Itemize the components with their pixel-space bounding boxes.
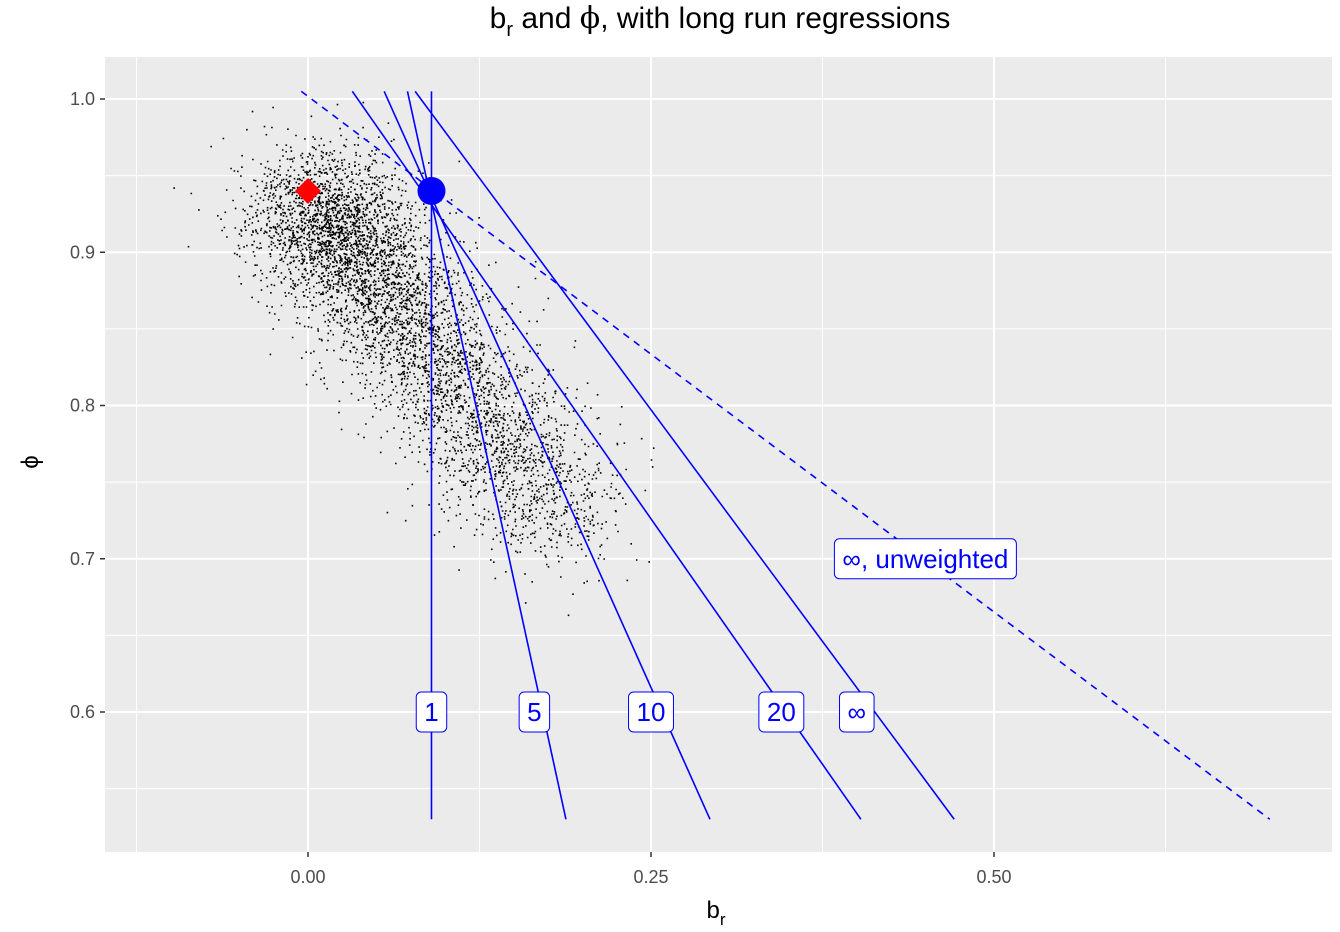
line-labels: 1 5 10 20 ∞ ∞, unweighted (415, 538, 1017, 733)
red-diamond-marker (295, 177, 321, 204)
line-label-box (518, 691, 551, 733)
axis-ticks: 0.00 0.25 0.50 0.6 0.7 0.8 0.9 1.0 (70, 89, 1012, 887)
x-axis-label: br (706, 897, 725, 929)
line-label-box (628, 691, 674, 733)
line-label-10: 10 (628, 691, 674, 733)
regression-line-inf-unweighted (300, 90, 1271, 820)
line-label-text: ∞, unweighted (842, 544, 1008, 574)
line-label-inf: ∞ (839, 691, 875, 733)
title-phi: ϕ (580, 1, 600, 36)
title-main: b (490, 2, 507, 35)
y-tick-label: 0.9 (70, 242, 95, 262)
xlabel-main: b (706, 897, 719, 924)
line-label-box (833, 538, 1017, 580)
title-sub: r (506, 19, 513, 41)
line-label-5: 5 (518, 691, 551, 733)
chart-title: br and ϕ, with long run regressions (490, 1, 951, 41)
title-rest1: and (513, 2, 580, 35)
line-label-box (415, 691, 448, 733)
x-tick-label: 0.00 (290, 867, 325, 887)
line-label-text: 20 (767, 697, 796, 727)
xlabel-sub: r (720, 910, 726, 929)
line-label-box (758, 691, 805, 733)
line-label-text: ∞ (848, 697, 867, 727)
y-tick-label: 0.6 (70, 702, 95, 722)
title-rest2: , with long run regressions (600, 2, 950, 35)
line-label-20: 20 (758, 691, 805, 733)
x-tick-label: 0.50 (976, 867, 1011, 887)
scatter-points (173, 101, 655, 617)
line-label-1: 1 (415, 691, 448, 733)
y-axis-label: ϕ (17, 455, 44, 468)
y-tick-label: 1.0 (70, 89, 95, 109)
y-tick-label: 0.7 (70, 549, 95, 569)
x-tick-label: 0.25 (633, 867, 668, 887)
scatter-dots (173, 101, 655, 617)
line-label-box (839, 691, 875, 733)
y-tick-label: 0.8 (70, 396, 95, 416)
markers (295, 176, 446, 205)
line-label-text: 5 (527, 697, 541, 727)
blue-circle-marker (417, 176, 446, 205)
line-label-inf-unweighted: ∞, unweighted (833, 538, 1017, 580)
line-label-text: 10 (637, 697, 666, 727)
line-label-text: 1 (424, 697, 438, 727)
